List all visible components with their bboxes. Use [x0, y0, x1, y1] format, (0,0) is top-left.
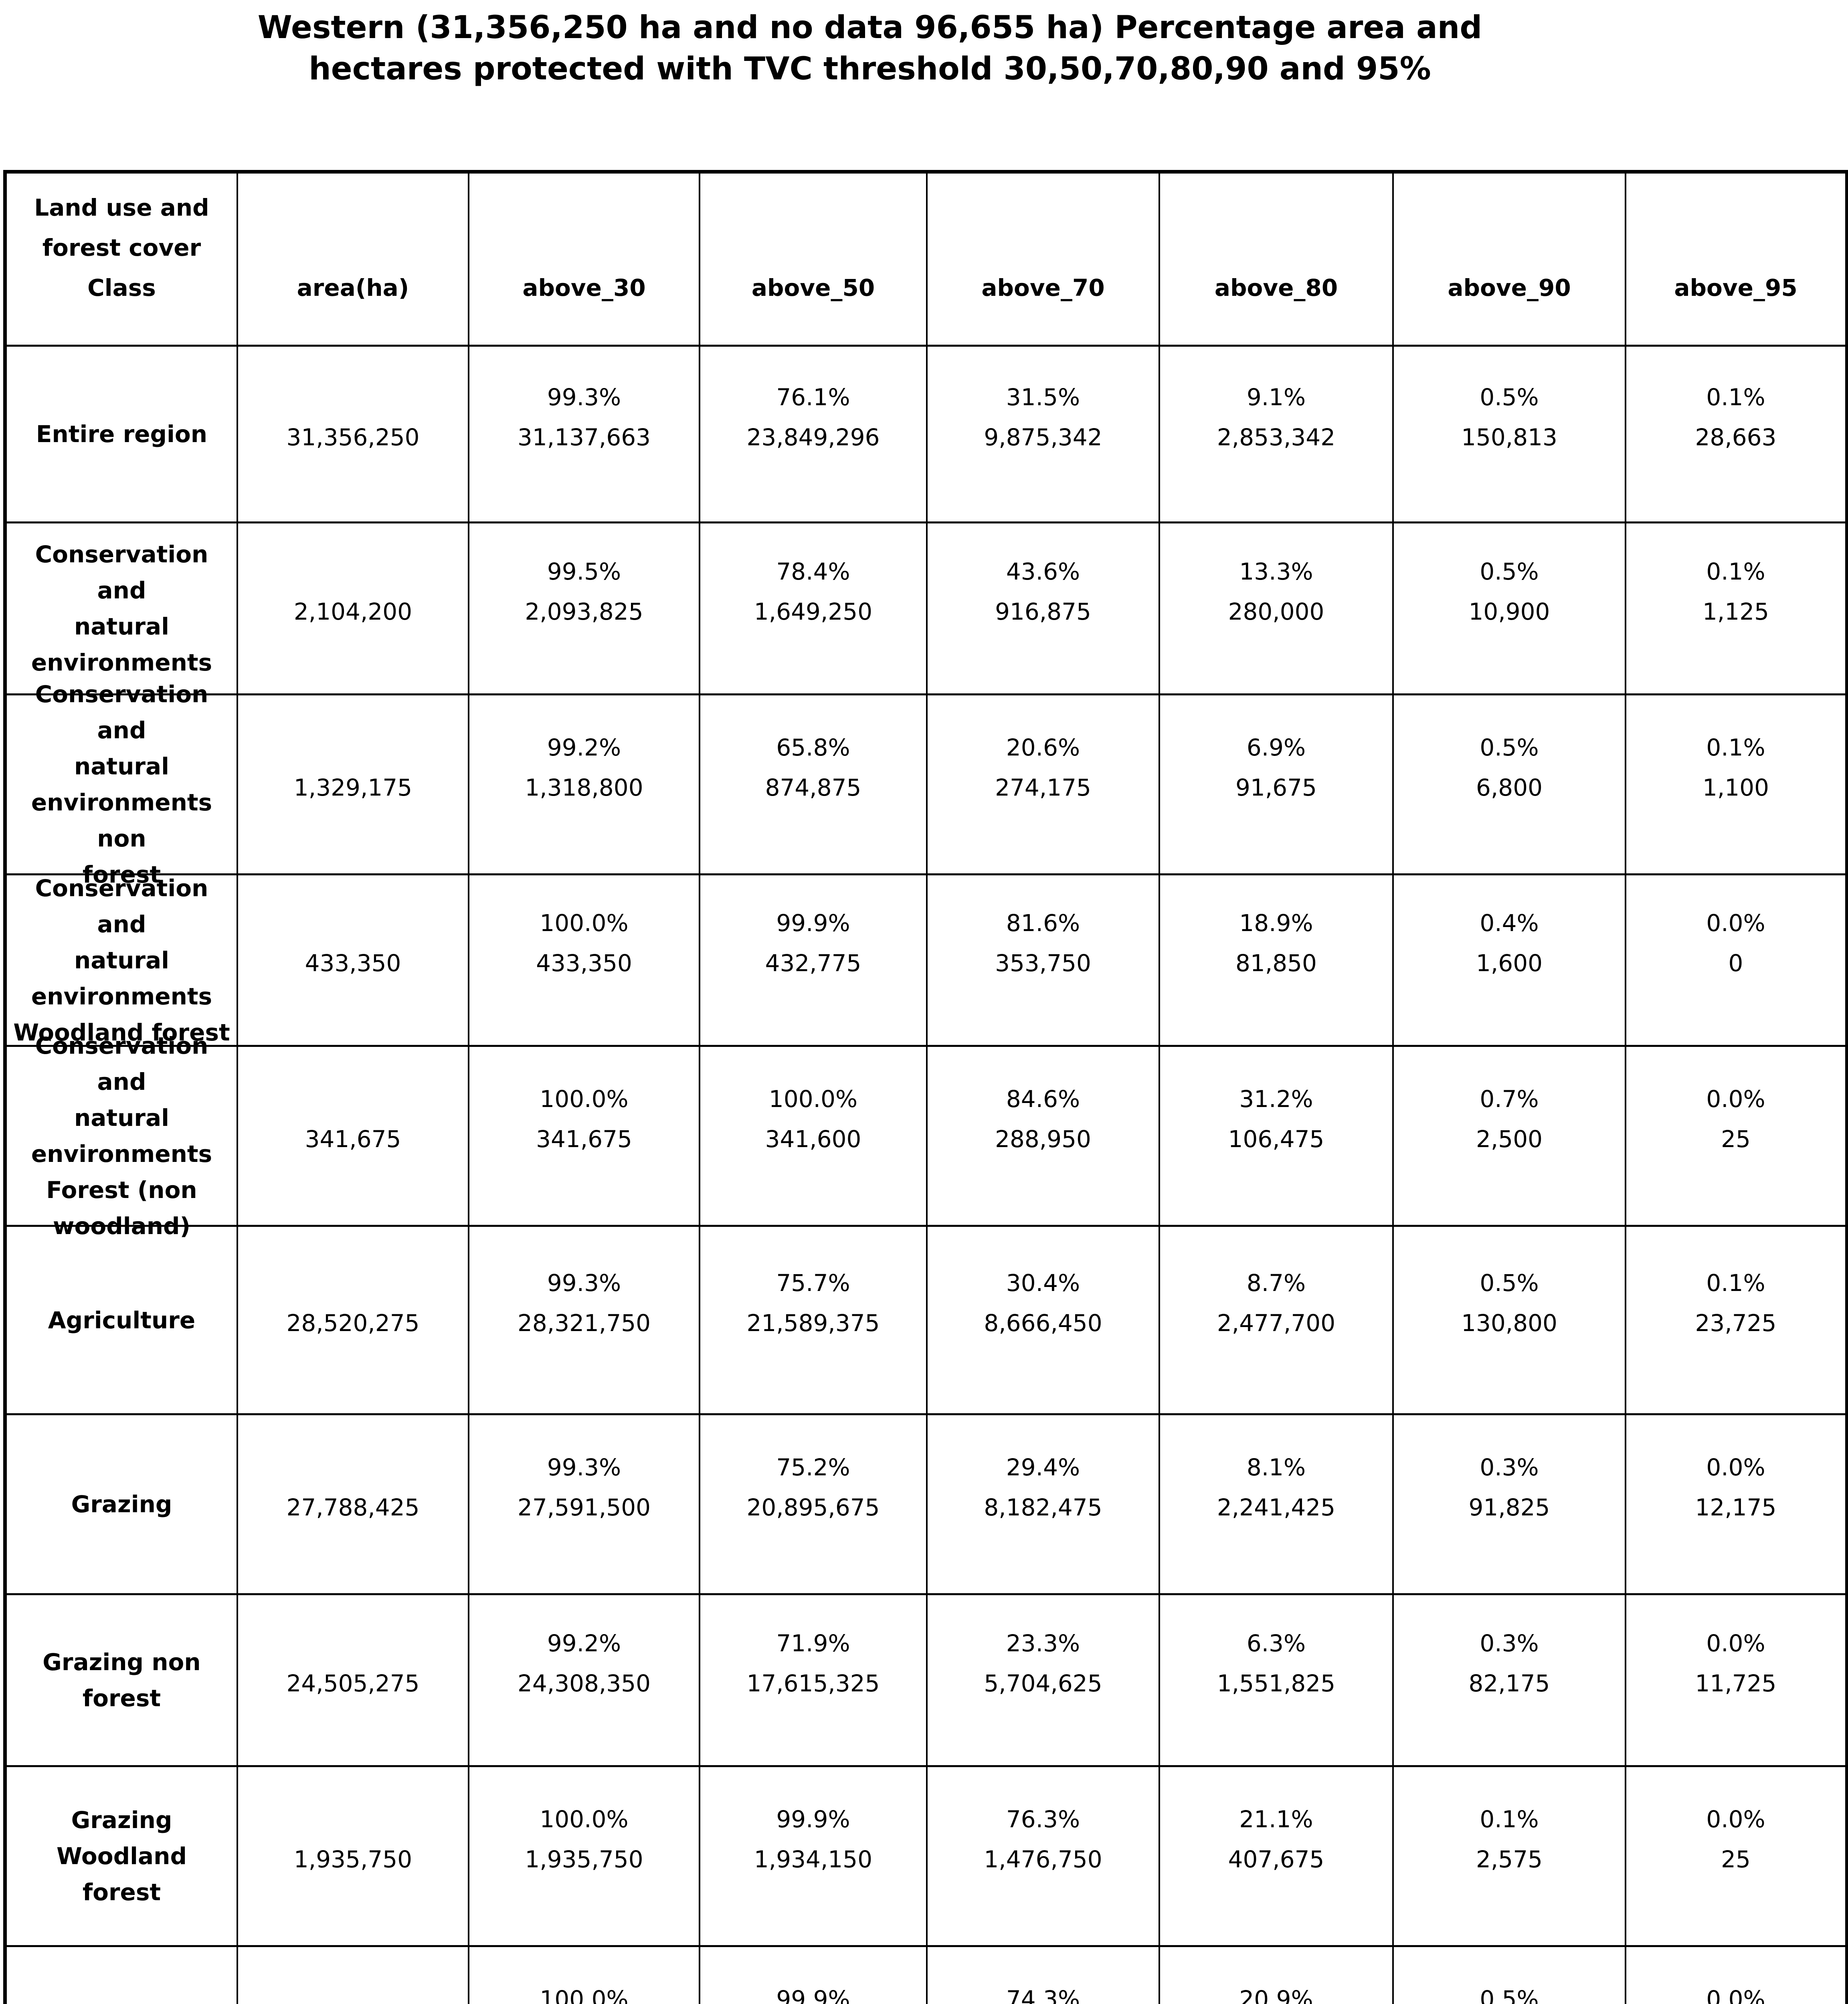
value-cell: 81.6% 353,750: [928, 875, 1160, 1047]
value-cell: 0.1% 28,663: [1626, 347, 1845, 523]
row-label: Grazing Woodland forest: [7, 1767, 238, 1947]
value-cell: 74.3%1,001,100: [928, 1947, 1160, 2004]
value-cell: 99.3% 31,137,663: [469, 347, 700, 523]
value-cell: 100.0% 433,350: [469, 875, 700, 1047]
value-cell: 100.0% 341,675: [469, 1047, 700, 1227]
value-cell: 100.0% 341,600: [700, 1047, 928, 1227]
value-cell: 0.7% 2,500: [1394, 1047, 1626, 1227]
area-cell: 433,350: [238, 875, 469, 1047]
data-table: Land use and forest cover Class area(ha) a…: [3, 170, 1848, 2004]
value-cell: 75.7% 21,589,375: [700, 1227, 928, 1415]
column-header-above-30: above_30: [469, 174, 700, 347]
value-cell: 31.2% 106,475: [1160, 1047, 1394, 1227]
page-title: Western (31,356,250 ha and no data 96,65…: [0, 7, 1848, 90]
value-cell: 99.3% 28,321,750: [469, 1227, 700, 1415]
value-cell: 9.1% 2,853,342: [1160, 347, 1394, 523]
column-header-above-80: above_80: [1160, 174, 1394, 347]
value-cell: 21.1% 407,675: [1160, 1767, 1394, 1947]
column-header-land-use-and-forest-cover-class: Land use and forest cover Class: [7, 174, 238, 347]
value-cell: 0.5% 150,813: [1394, 347, 1626, 523]
area-cell: 1,329,175: [238, 695, 469, 875]
row-label: Grazing: [7, 1415, 238, 1595]
value-cell: 71.9% 17,615,325: [700, 1595, 928, 1767]
value-cell: 20.9%281,925: [1160, 1947, 1394, 2004]
value-cell: 29.4% 8,182,475: [928, 1415, 1160, 1595]
value-cell: 8.1% 2,241,425: [1160, 1415, 1394, 1595]
area-cell: 28,520,275: [238, 1227, 469, 1415]
column-header-above-90: above_90: [1394, 174, 1626, 347]
value-cell: 99.2% 24,308,350: [469, 1595, 700, 1767]
column-header-area-ha-: area(ha): [238, 174, 469, 347]
value-cell: 0.0% 11,725: [1626, 1595, 1845, 1767]
page-title-line1: Western (31,356,250 ha and no data 96,65…: [257, 10, 1482, 46]
value-cell: 13.3% 280,000: [1160, 523, 1394, 695]
value-cell: 0.0%425: [1626, 1947, 1845, 2004]
value-cell: 0.1% 1,100: [1626, 695, 1845, 875]
value-cell: 76.3% 1,476,750: [928, 1767, 1160, 1947]
value-cell: 65.8% 874,875: [700, 695, 928, 875]
row-label: Conservation and natural environments Fo…: [7, 1032, 238, 1240]
value-cell: 100.0% 1,935,750: [469, 1767, 700, 1947]
area-cell: 31,356,250: [238, 347, 469, 523]
row-label: Agriculture: [7, 1227, 238, 1415]
value-cell: 0.0% 25: [1626, 1767, 1845, 1947]
value-cell: 20.6% 274,175: [928, 695, 1160, 875]
row-label: Entire region: [7, 347, 238, 523]
value-cell: 0.0% 0: [1626, 875, 1845, 1047]
value-cell: 0.3% 91,825: [1394, 1415, 1626, 1595]
area-cell: 341,675: [238, 1047, 469, 1227]
column-header-above-70: above_70: [928, 174, 1160, 347]
value-cell: 0.5% 130,800: [1394, 1227, 1626, 1415]
area-cell: 1,935,750: [238, 1767, 469, 1947]
value-cell: 6.3% 1,551,825: [1160, 1595, 1394, 1767]
value-cell: 43.6% 916,875: [928, 523, 1160, 695]
value-cell: 0.1% 2,575: [1394, 1767, 1626, 1947]
value-cell: 0.0% 25: [1626, 1047, 1845, 1227]
value-cell: 0.3% 82,175: [1394, 1595, 1626, 1767]
value-cell: 8.7% 2,477,700: [1160, 1227, 1394, 1415]
value-cell: 0.5% 6,800: [1394, 695, 1626, 875]
area-cell: 27,788,425: [238, 1415, 469, 1595]
value-cell: 0.5% 10,900: [1394, 523, 1626, 695]
value-cell: 0.0% 12,175: [1626, 1415, 1845, 1595]
value-cell: 0.5%7,075: [1394, 1947, 1626, 2004]
value-cell: 99.2% 1,318,800: [469, 695, 700, 875]
row-label: Conservation and natural environments: [7, 523, 238, 695]
column-header-above-50: above_50: [700, 174, 928, 347]
area-cell: 2,104,200: [238, 523, 469, 695]
value-cell: 99.3% 27,591,500: [469, 1415, 700, 1595]
value-cell: 99.9% 432,775: [700, 875, 928, 1047]
row-label: Grazing - Forest (non woodland): [7, 1947, 238, 2004]
value-cell: 18.9% 81,850: [1160, 875, 1394, 1047]
row-label: Grazing non forest: [7, 1595, 238, 1767]
value-cell: 0.1% 23,725: [1626, 1227, 1845, 1415]
value-cell: 100.0%1,347,400: [469, 1947, 700, 2004]
column-header-above-95: above_95: [1626, 174, 1845, 347]
value-cell: 0.4% 1,600: [1394, 875, 1626, 1047]
value-cell: 76.1% 23,849,296: [700, 347, 928, 523]
row-label: Conservation and natural environments Wo…: [7, 875, 238, 1047]
value-cell: 31.5% 9,875,342: [928, 347, 1160, 523]
value-cell: 75.2% 20,895,675: [700, 1415, 928, 1595]
value-cell: 23.3% 5,704,625: [928, 1595, 1160, 1767]
value-cell: 0.1% 1,125: [1626, 523, 1845, 695]
area-cell: 24,505,275: [238, 1595, 469, 1767]
value-cell: 99.5% 2,093,825: [469, 523, 700, 695]
value-cell: 84.6% 288,950: [928, 1047, 1160, 1227]
row-label: Conservation and natural environments no…: [7, 681, 238, 888]
value-cell: 99.9% 1,934,150: [700, 1767, 928, 1947]
value-cell: 99.9%1,346,200: [700, 1947, 928, 2004]
value-cell: 6.9% 91,675: [1160, 695, 1394, 875]
value-cell: 78.4% 1,649,250: [700, 523, 928, 695]
page-title-line2: hectares protected with TVC threshold 30…: [309, 51, 1431, 87]
area-cell: 1,347,400: [238, 1947, 469, 2004]
value-cell: 30.4% 8,666,450: [928, 1227, 1160, 1415]
